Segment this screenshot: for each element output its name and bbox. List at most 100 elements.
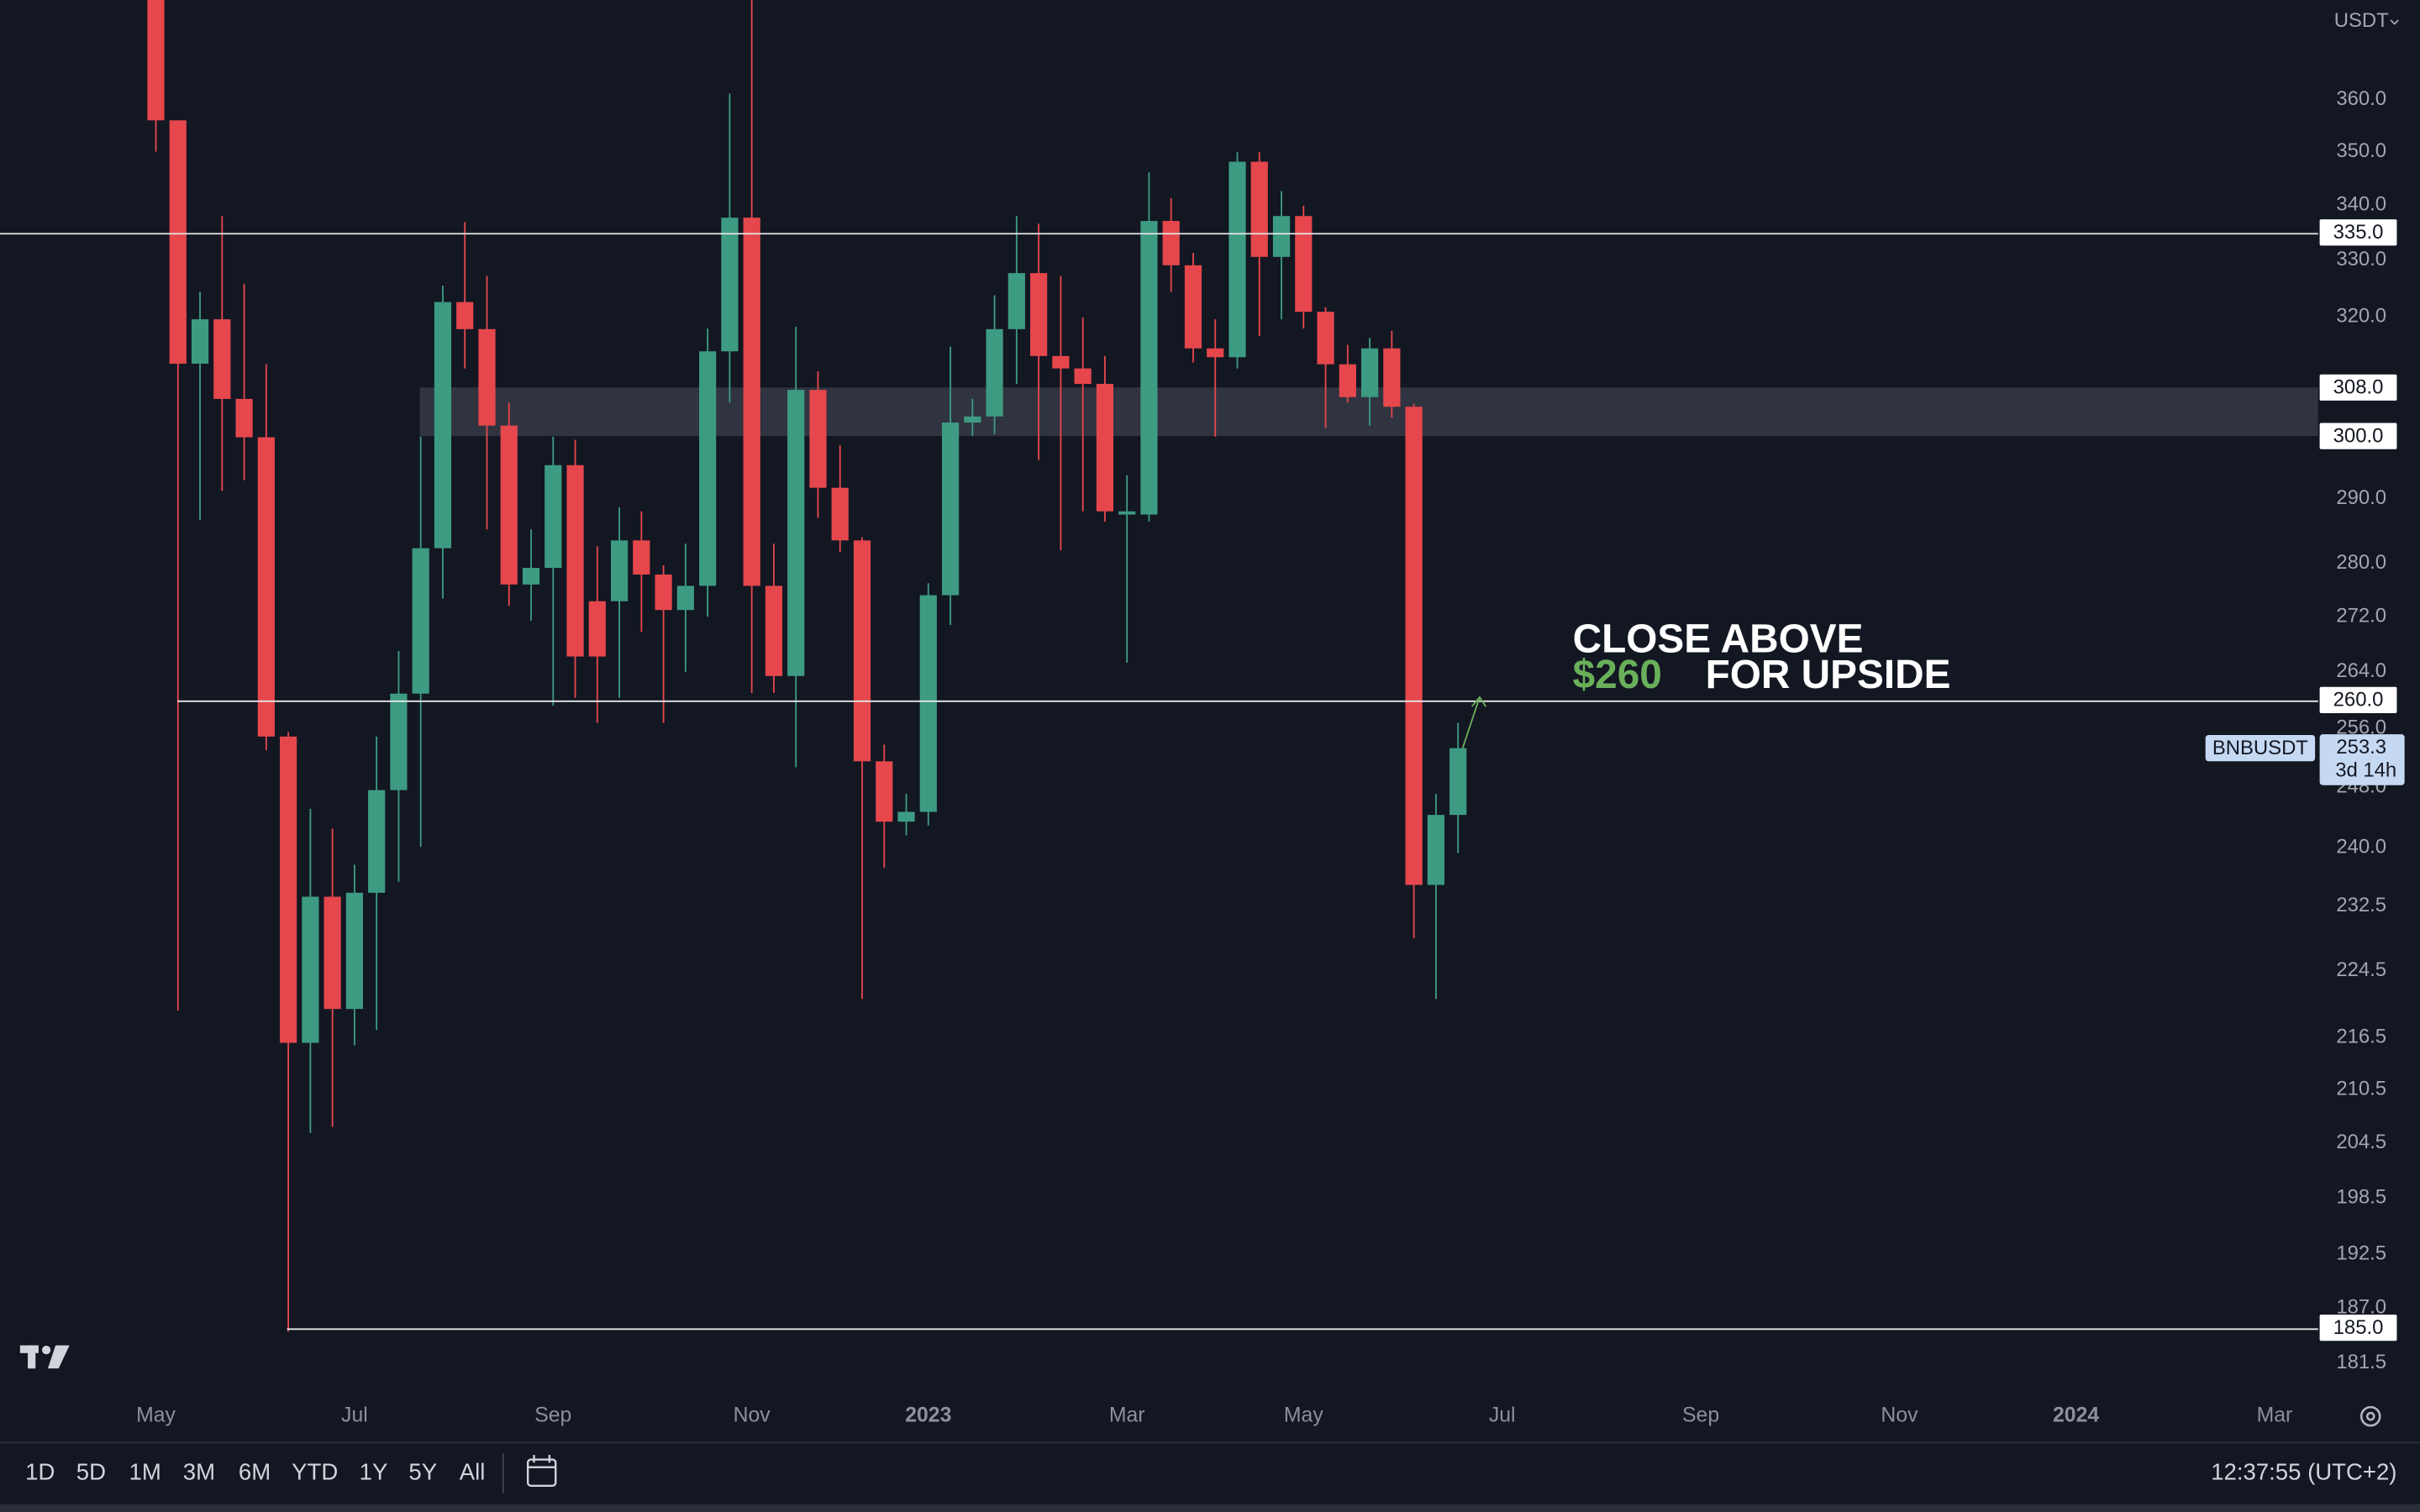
candle-body [1162, 221, 1180, 265]
zone-bound-tag [2319, 374, 2397, 401]
candle-body [655, 574, 672, 611]
candle-body [324, 896, 341, 1010]
x-tick-label: Nov [734, 1404, 771, 1427]
candle-body [897, 811, 915, 822]
plot-area [147, 0, 2318, 1332]
candle-body [235, 398, 253, 438]
x-tick-label: Sep [534, 1404, 571, 1427]
candle-body [1295, 216, 1313, 312]
range-button[interactable]: 1Y [360, 1458, 388, 1484]
candle-body [610, 540, 629, 601]
y-tick-label: 290.0 [2336, 486, 2386, 509]
x-tick-label: Nov [1881, 1404, 1918, 1427]
range-button[interactable]: 5Y [408, 1458, 437, 1484]
currency-label[interactable]: USDT [2334, 9, 2389, 32]
x-tick-label: Jul [1489, 1404, 1516, 1427]
y-tick-label: 340.0 [2336, 193, 2386, 216]
x-tick-label: Mar [1109, 1404, 1145, 1427]
candle-body [964, 416, 981, 423]
candle-body [522, 568, 540, 585]
candle-body [633, 540, 650, 575]
y-tick-label: 192.5 [2336, 1242, 2386, 1265]
candle-body [1184, 265, 1202, 349]
candle-body [588, 601, 606, 657]
candle-body [1317, 312, 1334, 365]
zone-bound-label: 300.0 [2333, 424, 2384, 447]
range-button[interactable]: 5D [76, 1458, 106, 1484]
annotation-line1: CLOSE ABOVE [1573, 617, 1864, 662]
x-tick-label: Mar [2257, 1404, 2293, 1427]
candle-body [876, 761, 893, 822]
range-button[interactable]: 6M [239, 1458, 271, 1484]
candle-body [544, 465, 562, 569]
candle-body [986, 328, 1003, 417]
y-tick-label: 320.0 [2336, 305, 2386, 328]
range-button[interactable]: All [460, 1458, 486, 1484]
bottom-strip [0, 1504, 2420, 1512]
logo[interactable] [19, 1345, 70, 1369]
candle-body [1096, 384, 1114, 512]
candle-body [1228, 161, 1246, 358]
candle-body [1383, 348, 1401, 407]
date-range-icon[interactable] [526, 1455, 557, 1487]
range-button[interactable]: YTD [292, 1458, 338, 1484]
candle-body [566, 465, 584, 657]
clock[interactable]: 12:37:55 (UTC+2) [2211, 1458, 2396, 1484]
candle-body [302, 896, 319, 1043]
range-button[interactable]: 3M [183, 1458, 215, 1484]
candle-body [1339, 364, 1356, 397]
candle-body [1361, 348, 1379, 397]
range-button[interactable]: 1M [129, 1458, 161, 1484]
x-tick-label: 2024 [2053, 1404, 2099, 1427]
y-tick-label: 198.5 [2336, 1185, 2386, 1208]
symbol-tag [2205, 735, 2316, 762]
candle-body [1118, 511, 1136, 515]
y-tick-label: 216.5 [2336, 1026, 2386, 1048]
candle-body [1074, 368, 1092, 385]
candle-body [169, 120, 187, 364]
annotation-price: $260 [1573, 653, 1662, 697]
candle-body [1007, 273, 1025, 329]
last-price-tag [2319, 734, 2405, 785]
candle-body [1272, 216, 1291, 257]
price-line-label: 260.0 [2333, 689, 2384, 711]
candle-body [809, 390, 827, 488]
candle-body [853, 540, 871, 762]
y-tick-label: 240.0 [2336, 835, 2386, 858]
candle-body [1140, 221, 1158, 515]
y-tick-label: 280.0 [2336, 551, 2386, 574]
y-tick-label: 350.0 [2336, 139, 2386, 162]
candle-body [456, 302, 474, 329]
annotation-line2: FOR UPSIDE [1706, 653, 1951, 697]
y-tick-label: 330.0 [2336, 248, 2386, 270]
candle-body [390, 693, 408, 790]
candle-body [345, 892, 363, 1010]
candle-body [368, 790, 386, 893]
y-tick-label: 264.0 [2336, 659, 2386, 682]
y-tick-label: 204.5 [2336, 1131, 2386, 1153]
candle-body [500, 425, 518, 585]
y-tick-label: 181.5 [2336, 1351, 2386, 1373]
candle-body [941, 423, 960, 596]
candle-body [1030, 273, 1048, 356]
x-tick-label: May [136, 1404, 176, 1427]
currency-chevron[interactable] [2390, 19, 2399, 25]
range-button[interactable]: 1D [25, 1458, 55, 1484]
candle-body [434, 302, 452, 549]
x-tick-label: Jul [341, 1404, 368, 1427]
x-tick-label: 2023 [905, 1404, 951, 1427]
zone-bound-tag [2319, 423, 2397, 449]
price-line-label: 185.0 [2333, 1316, 2384, 1339]
candle-body [787, 390, 805, 676]
price-line-tag [2319, 686, 2397, 713]
countdown-label: 3d 14h [2335, 759, 2396, 782]
candle-body [412, 548, 429, 694]
last-price-label: 253.3 [2336, 736, 2386, 759]
candle-body [1207, 348, 1224, 358]
candle-body [257, 437, 275, 737]
settings-icon[interactable] [2360, 1405, 2381, 1427]
candle-body [765, 585, 783, 676]
candle-body [1427, 815, 1444, 885]
price-line-label: 335.0 [2333, 221, 2384, 244]
